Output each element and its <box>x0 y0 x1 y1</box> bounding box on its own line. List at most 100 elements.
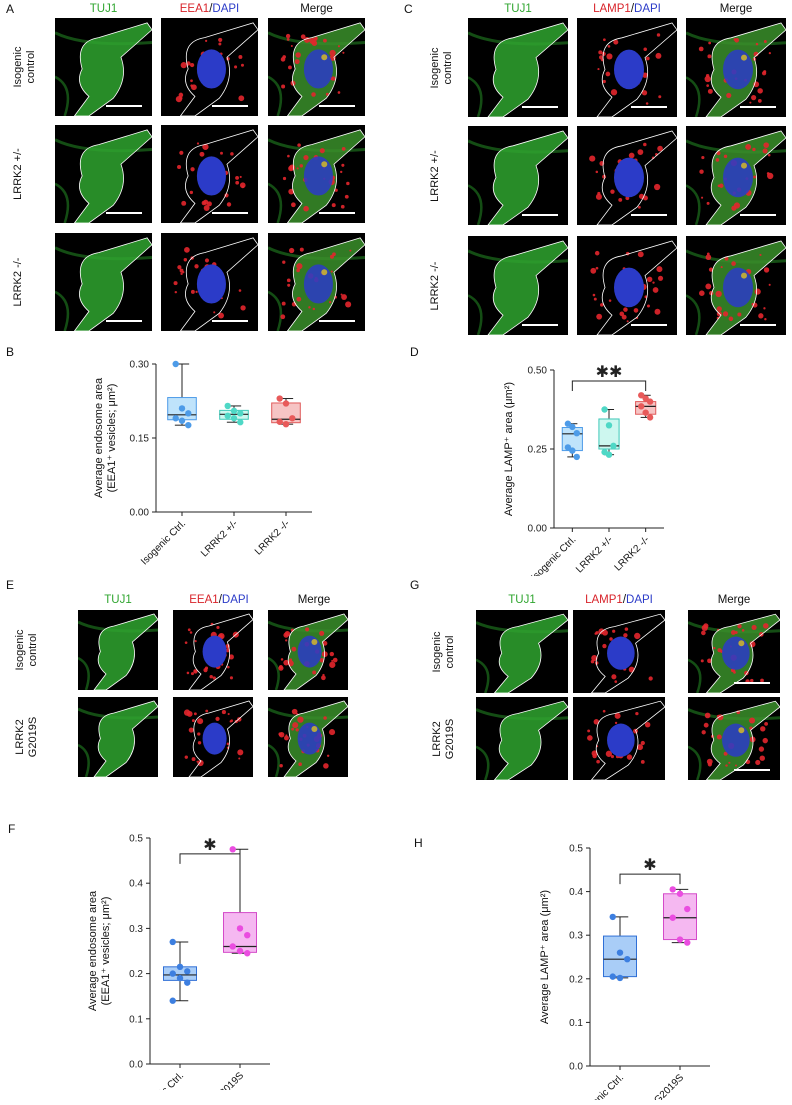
data-point <box>236 925 244 932</box>
x-tick-label: Isogenic Ctrl. <box>577 1072 626 1100</box>
box-b-3 <box>271 395 301 428</box>
box-d-1 <box>561 420 583 461</box>
panel-e-header-eea1-dapi: EEA1/DAPI <box>173 594 265 606</box>
panel-a-micrograph-r3-green <box>55 233 152 331</box>
panel-e-micrograph-r1-green <box>78 610 158 690</box>
panel-g-label: G <box>410 578 420 592</box>
panel-g-row-label-1: Isogenic control <box>431 631 456 672</box>
box-d-2 <box>598 406 620 458</box>
data-point <box>224 402 231 410</box>
data-point <box>569 447 576 454</box>
y-axis-label: Average LAMP⁺ area (μm²) <box>503 382 515 516</box>
data-point <box>624 955 631 963</box>
data-point <box>236 947 244 955</box>
panel-g-row-label-2: LRRK2 G2019S <box>431 718 456 759</box>
panel-e-micrograph-r2-green <box>78 697 158 777</box>
data-point <box>638 403 645 410</box>
panel-a-micrograph-r1-merge <box>268 18 365 116</box>
panel-g-micrograph-r2-merge <box>688 697 780 780</box>
significance-label: ✱✱ <box>596 364 623 381</box>
data-point <box>169 938 176 946</box>
box-f-2 <box>223 846 257 957</box>
data-point <box>184 968 191 975</box>
data-point <box>610 442 617 450</box>
x-tick-label: Isogenic Ctrl. <box>139 518 188 566</box>
data-point <box>176 974 184 982</box>
data-point <box>573 453 580 461</box>
data-point <box>609 913 616 921</box>
significance-label: ✱ <box>203 837 216 854</box>
panel-d-label: D <box>410 345 419 359</box>
y-axis-label: (EEA1⁺ vesicles; μm²) <box>100 897 112 1006</box>
x-tick-label: LRRK2 G2019S <box>628 1072 687 1100</box>
data-point <box>178 405 186 412</box>
y-axis-label: Average endosome area <box>87 890 99 1011</box>
panel-h-label: H <box>414 836 423 850</box>
panel-a-row-label-2: LRRK2 +/- <box>12 148 24 200</box>
data-point <box>276 418 283 425</box>
data-point <box>230 415 238 422</box>
data-point <box>176 963 184 971</box>
chart-d: 0.00 0.25 0.50 Average LAMP⁺ area (μm²) Isog… <box>496 354 696 583</box>
y-tick-label: 0.2 <box>129 969 143 980</box>
y-tick-label: 0.1 <box>129 1014 143 1025</box>
box-iqr <box>603 935 637 978</box>
data-point <box>646 398 654 405</box>
box-b-2 <box>219 402 249 426</box>
x-tick-label: LRRK2 -/- <box>253 518 292 557</box>
panel-e-micrograph-r1-merge <box>268 610 348 690</box>
panel-g-micrograph-r1-red <box>573 610 665 693</box>
data-point <box>642 395 649 402</box>
data-point <box>605 451 613 458</box>
x-tick-label: Isogenic Ctrl. <box>529 534 578 576</box>
panel-b-label: B <box>6 345 15 359</box>
panel-a-micrograph-r2-red <box>161 125 258 223</box>
chart-h: 0.0 0.1 0.2 0.3 0.4 0.5 Average LAMP⁺ area (μm… <box>534 836 764 1105</box>
data-point <box>676 936 684 943</box>
data-point <box>229 943 236 950</box>
panel-g-micrograph-r2-green <box>476 697 568 780</box>
box-iqr <box>663 893 697 941</box>
data-point <box>642 409 649 416</box>
y-tick-label: 0.4 <box>569 887 583 898</box>
box-b-1 <box>167 360 197 429</box>
data-point <box>229 846 236 853</box>
data-point <box>684 939 691 946</box>
panel-a-micrograph-r1-red <box>161 18 258 116</box>
data-point <box>616 974 624 982</box>
data-point <box>237 410 244 417</box>
slash: / <box>630 3 635 15</box>
panel-c-header-lamp1-dapi: LAMP1/DAPI <box>577 3 677 15</box>
data-point <box>172 415 179 422</box>
dapi-label: DAPI <box>221 594 249 606</box>
dapi-label: DAPI <box>212 3 240 15</box>
panel-e-label: E <box>6 578 15 592</box>
panel-e-micrograph-r2-red <box>173 697 253 777</box>
significance-label: ✱ <box>643 857 656 874</box>
data-point <box>669 886 676 893</box>
panel-c-row-label-1: Isogenic control <box>429 47 454 88</box>
panel-c-micrograph-r1-red <box>577 18 677 117</box>
data-point <box>276 395 283 402</box>
data-point <box>230 407 238 415</box>
y-tick-label: 0.3 <box>569 931 583 942</box>
panel-g-micrograph-r1-green <box>476 610 568 693</box>
box-f-1 <box>163 938 197 1004</box>
x-tick-label: LRRK2 +/- <box>199 518 240 559</box>
data-point <box>172 360 179 368</box>
data-point <box>237 419 244 426</box>
data-point <box>169 970 176 977</box>
panel-a-micrograph-r3-red <box>161 233 258 331</box>
panel-a-header-tuj1: TUJ1 <box>89 3 118 15</box>
eea1-label: EEA1 <box>179 3 210 15</box>
panel-a-label: A <box>6 2 15 16</box>
panel-e-micrograph-r2-merge <box>268 697 348 777</box>
lamp1-label: LAMP1 <box>593 3 631 15</box>
data-point <box>605 422 613 429</box>
panel-a-micrograph-r2-green <box>55 125 152 223</box>
y-tick-label: 0.50 <box>528 366 548 377</box>
y-tick-label: 0.00 <box>130 508 150 519</box>
panel-g-micrograph-r1-merge <box>688 610 780 693</box>
y-tick-label: 0.30 <box>130 360 150 371</box>
data-point <box>224 412 231 419</box>
